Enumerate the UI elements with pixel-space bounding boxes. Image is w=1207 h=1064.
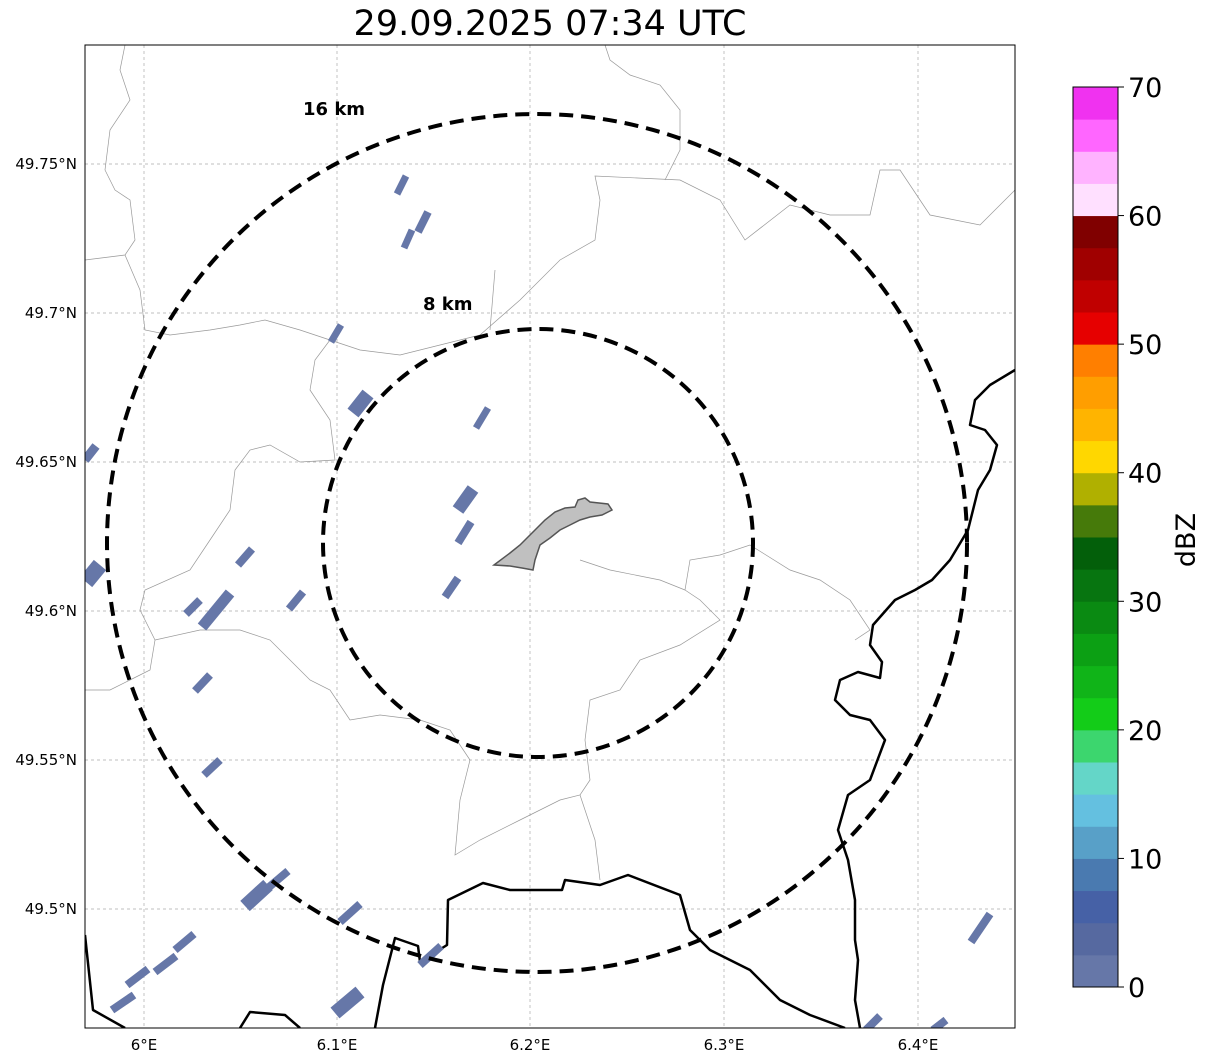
colorbar-tick-label: 60 <box>1128 202 1162 233</box>
y-tick: 49.6°N <box>25 602 77 620</box>
colorbar: 0 10 20 30 40 50 60 70 <box>1072 73 1162 1004</box>
colorbar-bin <box>1073 826 1118 859</box>
colorbar-bin <box>1073 762 1118 795</box>
y-tick: 49.75°N <box>15 155 77 173</box>
colorbar-bin <box>1073 537 1118 570</box>
colorbar-tick-label: 30 <box>1128 587 1162 618</box>
colorbar-label: dBZ <box>1171 513 1202 567</box>
gridlines <box>85 45 1015 1028</box>
y-tick: 49.65°N <box>15 453 77 471</box>
colorbar-bin <box>1073 279 1118 313</box>
range-ring-16km <box>105 112 969 974</box>
colorbar-bin <box>1073 247 1118 281</box>
x-tick: 6°E <box>131 1036 158 1054</box>
city-outline <box>491 497 614 571</box>
ring-label-16km: 16 km <box>303 99 365 120</box>
colorbar-tick-label: 40 <box>1128 459 1162 490</box>
colorbar-bin <box>1073 440 1118 474</box>
colorbar-bin <box>1073 376 1118 409</box>
colorbar-bin <box>1073 183 1118 217</box>
colorbar-tick-label: 70 <box>1128 73 1162 104</box>
colorbar-bin <box>1073 119 1118 152</box>
colorbar-bin <box>1073 504 1118 538</box>
y-tick-labels: 49.75°N 49.7°N 49.65°N 49.6°N 49.55°N 49… <box>15 155 77 918</box>
commune-boundaries <box>85 45 1015 881</box>
x-tick: 6.2°E <box>510 1036 551 1054</box>
range-ring-8km <box>321 327 755 759</box>
colorbar-tick-label: 0 <box>1128 973 1145 1004</box>
x-tick: 6.3°E <box>704 1036 745 1054</box>
colorbar-bin <box>1073 312 1118 345</box>
colorbar-tick-label: 10 <box>1128 844 1162 875</box>
x-tick: 6.1°E <box>317 1036 358 1054</box>
colorbar-bin <box>1073 954 1118 988</box>
colorbar-bin <box>1073 87 1118 120</box>
colorbar-tick-label: 50 <box>1128 330 1162 361</box>
y-tick: 49.5°N <box>25 900 77 918</box>
colorbar-bin <box>1073 890 1118 924</box>
colorbar-bin <box>1073 151 1118 184</box>
colorbar-frame <box>1072 86 1119 988</box>
x-tick-labels: 6°E 6.1°E 6.2°E 6.3°E 6.4°E <box>131 1036 939 1054</box>
colorbar-bin <box>1073 344 1118 377</box>
colorbar-bin <box>1073 794 1118 827</box>
y-tick: 49.7°N <box>25 304 77 322</box>
colorbar-bin <box>1073 215 1118 249</box>
colorbar-bin <box>1073 665 1118 699</box>
colorbar-bin <box>1073 922 1118 956</box>
radar-echoes <box>85 174 994 1028</box>
x-tick: 6.4°E <box>898 1036 939 1054</box>
colorbar-bin <box>1073 569 1118 602</box>
map-title: 29.09.2025 07:34 UTC <box>353 4 747 44</box>
colorbar-bin <box>1073 472 1118 506</box>
colorbar-bin <box>1073 408 1118 442</box>
ring-label-8km: 8 km <box>423 294 473 315</box>
country-borders <box>85 368 1015 1028</box>
map-frame <box>84 44 1016 1029</box>
colorbar-bin <box>1073 633 1118 667</box>
colorbar-bin <box>1073 601 1118 634</box>
colorbar-tick-label: 20 <box>1128 716 1162 747</box>
colorbar-bin <box>1073 858 1118 892</box>
colorbar-bin <box>1073 729 1118 763</box>
y-tick: 49.55°N <box>15 751 77 769</box>
colorbar-bin <box>1073 697 1118 731</box>
